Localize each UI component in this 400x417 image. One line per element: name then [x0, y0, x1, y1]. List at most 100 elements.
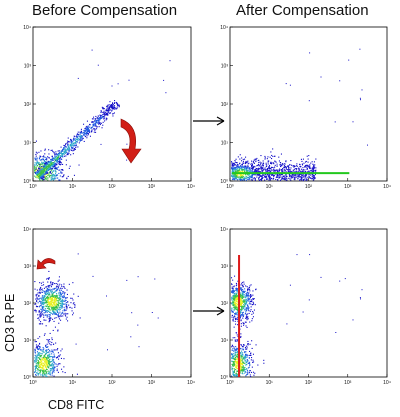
- event-dot: [114, 107, 116, 109]
- event-dot: [39, 313, 41, 315]
- event-dot: [48, 348, 50, 350]
- event-dot: [114, 108, 116, 110]
- event-dot: [35, 310, 37, 312]
- event-dot: [279, 174, 281, 176]
- event-dot: [61, 286, 63, 288]
- event-dot: [300, 168, 302, 170]
- event-dot: [58, 312, 60, 314]
- event-dot: [241, 345, 243, 347]
- event-dot: [40, 302, 42, 304]
- event-dot: [262, 168, 264, 170]
- event-dot: [232, 162, 234, 164]
- event-dot: [280, 165, 282, 167]
- event-dot: [236, 284, 238, 286]
- event-dot: [57, 177, 59, 179]
- event-dot: [296, 168, 298, 170]
- event-dot: [239, 292, 241, 294]
- event-dot: [131, 312, 133, 314]
- event-dot: [52, 151, 54, 153]
- event-dot: [50, 305, 52, 307]
- event-dot: [247, 318, 249, 320]
- event-dot: [41, 355, 43, 357]
- event-dot: [306, 178, 308, 180]
- event-dot: [48, 372, 50, 374]
- event-dot: [245, 301, 247, 303]
- event-dot: [111, 104, 113, 106]
- event-dot: [243, 361, 245, 363]
- event-dot: [65, 159, 67, 161]
- event-dot: [40, 356, 42, 358]
- event-dot: [48, 167, 50, 169]
- event-dot: [284, 177, 286, 179]
- curved-arrow-icon: [120, 118, 142, 164]
- event-dot: [47, 299, 49, 301]
- event-dot: [257, 364, 259, 366]
- event-dot: [48, 289, 50, 291]
- event-dot: [262, 177, 264, 179]
- event-dot: [49, 373, 51, 375]
- event-dot: [285, 83, 287, 85]
- event-dot: [242, 373, 244, 375]
- event-dot: [245, 311, 247, 313]
- event-dot: [303, 175, 305, 177]
- event-dot: [48, 302, 50, 304]
- event-dot: [80, 139, 82, 141]
- event-dot: [49, 353, 51, 355]
- event-dot: [74, 136, 76, 138]
- event-dot: [236, 334, 238, 336]
- event-dot: [250, 300, 252, 302]
- event-dot: [243, 344, 245, 346]
- event-dot: [57, 156, 59, 158]
- event-dot: [287, 166, 289, 168]
- event-dot: [73, 145, 75, 147]
- event-dot: [296, 168, 298, 170]
- event-dot: [249, 361, 251, 363]
- event-dot: [52, 282, 54, 284]
- event-dot: [49, 288, 51, 290]
- event-dot: [103, 118, 105, 120]
- event-dot: [250, 303, 252, 305]
- event-dot: [245, 175, 247, 177]
- event-dot: [251, 165, 253, 167]
- y-tick-label: 10⁴: [23, 25, 31, 31]
- event-dot: [239, 314, 241, 316]
- event-dot: [54, 163, 56, 165]
- event-dot: [232, 361, 234, 363]
- event-dot: [63, 300, 65, 302]
- event-dot: [39, 311, 41, 313]
- event-dot: [312, 171, 314, 173]
- event-dot: [37, 348, 39, 350]
- event-dot: [85, 126, 87, 128]
- event-dot: [236, 169, 238, 171]
- event-dot: [51, 299, 53, 301]
- event-dot: [231, 366, 233, 368]
- event-dot: [87, 128, 89, 130]
- event-dot: [45, 162, 47, 164]
- event-dot: [53, 291, 55, 293]
- event-dot: [56, 154, 58, 156]
- event-dot: [51, 164, 53, 166]
- event-dot: [295, 173, 297, 175]
- event-dot: [250, 163, 252, 165]
- event-dot: [54, 165, 56, 167]
- event-dot: [234, 275, 236, 277]
- event-dot: [254, 178, 256, 180]
- event-dot: [231, 175, 233, 177]
- event-dot: [250, 176, 252, 178]
- event-dot: [55, 304, 57, 306]
- event-dot: [253, 162, 255, 164]
- event-dot: [289, 176, 291, 178]
- event-dot: [39, 287, 41, 289]
- event-dot: [264, 167, 266, 169]
- event-dot: [67, 140, 69, 142]
- event-dot: [82, 132, 84, 134]
- event-dot: [77, 134, 79, 136]
- event-dot: [239, 317, 241, 319]
- event-dot: [37, 161, 39, 163]
- event-dot: [288, 169, 290, 171]
- event-dot: [296, 254, 298, 256]
- event-dot: [352, 319, 354, 321]
- event-dot: [41, 168, 43, 170]
- event-dot: [252, 167, 254, 169]
- event-dot: [40, 291, 42, 293]
